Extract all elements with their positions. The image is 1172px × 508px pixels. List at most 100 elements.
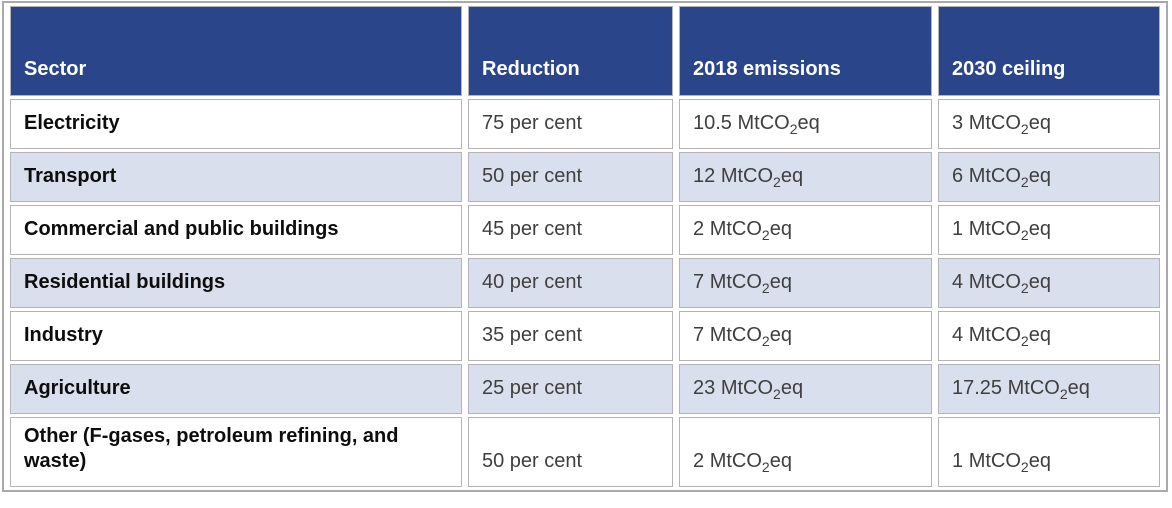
emission-unit: MtCO2eq [968, 324, 1051, 349]
emission-amount: 17.25 [952, 377, 1003, 399]
unit-prefix: MtCO [968, 112, 1021, 134]
unit-subscript: 2 [773, 386, 781, 402]
emission-unit: MtCO2eq [709, 450, 792, 475]
table-row-residential-buildings: Residential buildings 40 per cent 7 MtCO… [10, 258, 1160, 308]
unit-suffix: eq [780, 165, 804, 187]
unit-subscript: 2 [1020, 121, 1029, 137]
table-row-industry: Industry 35 per cent 7 MtCO2eq 4 MtCO2eq [10, 311, 1160, 361]
header-row: Sector Reduction 2018 emissions 2030 cei… [10, 6, 1160, 96]
emission-amount: 2 [693, 218, 705, 240]
emission-amount: 4 [952, 324, 964, 346]
table-body: Electricity 75 per cent 10.5 MtCO2eq 3 M… [10, 99, 1160, 487]
reduction-cell: 45 per cent [468, 205, 673, 255]
table-header: Sector Reduction 2018 emissions 2030 cei… [10, 6, 1160, 96]
unit-prefix: MtCO [709, 218, 762, 240]
unit-prefix: MtCO [968, 271, 1021, 293]
emissions-2018-cell: 12 MtCO2eq [679, 152, 932, 202]
unit-subscript: 2 [1020, 280, 1029, 296]
emission-unit: MtCO2eq [709, 324, 792, 349]
unit-suffix: eq [1028, 218, 1051, 240]
unit-subscript: 2 [773, 174, 781, 190]
sector-cell: Commercial and public buildings [10, 205, 462, 255]
unit-subscript: 2 [789, 121, 798, 137]
unit-prefix: MtCO [709, 450, 762, 472]
emission-unit: MtCO2eq [968, 112, 1051, 137]
unit-suffix: eq [1028, 324, 1051, 346]
unit-subscript: 2 [761, 333, 770, 349]
emission-amount: 7 [693, 324, 705, 346]
sector-cell: Industry [10, 311, 462, 361]
unit-subscript: 2 [761, 459, 770, 475]
sector-cell: Electricity [10, 99, 462, 149]
column-header-2030-ceiling: 2030 ceiling [938, 6, 1160, 96]
emission-amount: 6 [952, 165, 964, 187]
ceiling-2030-cell: 1 MtCO2eq [938, 205, 1160, 255]
ceiling-2030-cell: 4 MtCO2eq [938, 258, 1160, 308]
emission-unit: MtCO2eq [709, 271, 792, 296]
unit-prefix: MtCO [720, 377, 774, 399]
emission-amount: 3 [952, 112, 964, 134]
unit-subscript: 2 [1020, 459, 1029, 475]
emission-amount: 4 [952, 271, 964, 293]
unit-subscript: 2 [1020, 333, 1029, 349]
emission-amount: 2 [693, 450, 705, 472]
emission-unit: MtCO2eq [968, 450, 1051, 475]
unit-suffix: eq [780, 377, 804, 399]
unit-suffix: eq [1028, 271, 1051, 293]
reduction-cell: 75 per cent [468, 99, 673, 149]
ceiling-2030-cell: 6 MtCO2eq [938, 152, 1160, 202]
table-row-electricity: Electricity 75 per cent 10.5 MtCO2eq 3 M… [10, 99, 1160, 149]
unit-prefix: MtCO [737, 112, 790, 134]
emission-unit: MtCO2eq [968, 271, 1051, 296]
emission-unit: MtCO2eq [720, 165, 804, 190]
emissions-2018-cell: 23 MtCO2eq [679, 364, 932, 414]
unit-prefix: MtCO [968, 324, 1021, 346]
unit-prefix: MtCO [968, 450, 1021, 472]
emission-amount: 12 [693, 165, 716, 187]
unit-prefix: MtCO [720, 165, 774, 187]
emission-amount: 23 [693, 377, 716, 399]
sector-cell: Residential buildings [10, 258, 462, 308]
emission-unit: MtCO2eq [737, 112, 820, 137]
emissions-table: Sector Reduction 2018 emissions 2030 cei… [2, 1, 1168, 492]
reduction-cell: 25 per cent [468, 364, 673, 414]
unit-suffix: eq [1067, 377, 1090, 399]
emissions-2018-cell: 7 MtCO2eq [679, 311, 932, 361]
table-row-commercial-public-buildings: Commercial and public buildings 45 per c… [10, 205, 1160, 255]
emission-unit: MtCO2eq [1007, 377, 1090, 402]
emission-amount: 1 [952, 218, 964, 240]
unit-suffix: eq [769, 324, 792, 346]
sector-cell: Other (F-gases, petroleum refining, and … [10, 417, 462, 487]
sector-cell: Transport [10, 152, 462, 202]
emission-unit: MtCO2eq [968, 165, 1051, 190]
unit-prefix: MtCO [709, 324, 762, 346]
reduction-cell: 40 per cent [468, 258, 673, 308]
emissions-2018-cell: 10.5 MtCO2eq [679, 99, 932, 149]
emissions-2018-cell: 2 MtCO2eq [679, 205, 932, 255]
table-row-other: Other (F-gases, petroleum refining, and … [10, 417, 1160, 487]
unit-suffix: eq [769, 450, 792, 472]
reduction-cell: 35 per cent [468, 311, 673, 361]
unit-suffix: eq [769, 218, 792, 240]
sector-cell: Agriculture [10, 364, 462, 414]
emission-amount: 7 [693, 271, 705, 293]
unit-subscript: 2 [1020, 227, 1029, 243]
unit-subscript: 2 [1059, 386, 1068, 402]
column-header-2018-emissions: 2018 emissions [679, 6, 932, 96]
emissions-2018-cell: 2 MtCO2eq [679, 417, 932, 487]
emission-amount: 1 [952, 450, 964, 472]
unit-subscript: 2 [1020, 174, 1029, 190]
unit-prefix: MtCO [968, 165, 1021, 187]
unit-suffix: eq [769, 271, 792, 293]
unit-suffix: eq [1028, 112, 1051, 134]
unit-prefix: MtCO [709, 271, 762, 293]
column-header-reduction: Reduction [468, 6, 673, 96]
unit-subscript: 2 [761, 280, 770, 296]
ceiling-2030-cell: 1 MtCO2eq [938, 417, 1160, 487]
emission-unit: MtCO2eq [969, 218, 1051, 243]
emission-unit: MtCO2eq [709, 218, 792, 242]
unit-suffix: eq [797, 112, 820, 134]
unit-prefix: MtCO [1007, 377, 1060, 399]
table-row-agriculture: Agriculture 25 per cent 23 MtCO2eq 17.25… [10, 364, 1160, 414]
